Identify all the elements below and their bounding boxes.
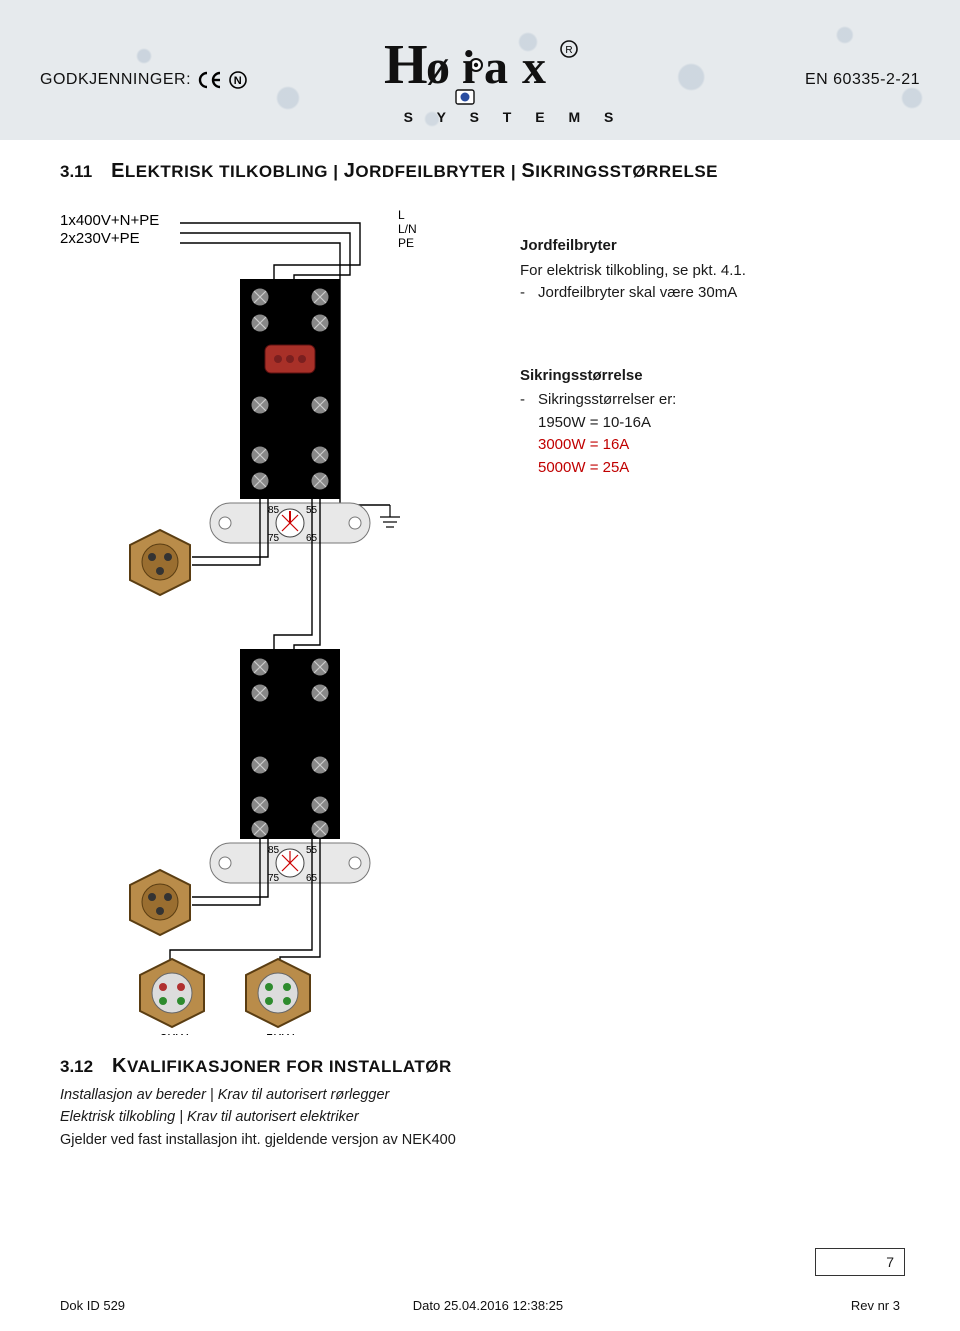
section-312-number: 3.12	[60, 1057, 93, 1076]
ground-icon	[380, 505, 400, 527]
sec312-line1: Elektrisk tilkobling | Krav til autorise…	[60, 1109, 359, 1125]
brand-logo: H ø i a x R S Y S T E M S	[247, 35, 780, 125]
page-number-box: 7	[815, 1248, 905, 1276]
section-312: 3.12 KVALIFIKASJONER FOR INSTALLATØR Ins…	[60, 1035, 900, 1151]
page-footer: Dok ID 529 Dato 25.04.2016 12:38:25 Rev …	[60, 1298, 900, 1313]
svg-text:75: 75	[268, 873, 280, 884]
page-header: GODKJENNINGER: N H ø i	[0, 20, 960, 140]
n-mark-icon: N	[229, 71, 247, 89]
footer-docid: Dok ID 529	[60, 1298, 125, 1313]
page: GODKJENNINGER: N H ø i	[0, 0, 960, 1331]
svg-text:x: x	[522, 41, 546, 94]
dial-plate-lower: 85 55 75 65	[210, 843, 370, 884]
label-5kw: 5KW	[266, 1031, 295, 1035]
connector-5kw	[246, 959, 310, 1027]
section-312-body: Installasjon av bereder | Krav til autor…	[60, 1084, 900, 1151]
svg-text:i: i	[462, 41, 475, 94]
svg-text:85: 85	[268, 505, 280, 516]
svg-text:85: 85	[268, 845, 280, 856]
section-312-heading: 3.12 KVALIFIKASJONER FOR INSTALLATØR	[60, 1055, 900, 1078]
connector-3kw	[140, 959, 204, 1027]
sik-title: Sikringsstørrelse	[520, 365, 900, 388]
sik-row-2: 5000W = 25A	[520, 457, 900, 480]
label-3kw: 3KW	[160, 1031, 189, 1035]
sik-row-1: 3000W = 16A	[520, 434, 900, 457]
lead-L: L	[398, 208, 405, 222]
footer-date: Dato 25.04.2016 12:38:25	[413, 1298, 563, 1313]
sik-intro: -Sikringsstørrelser er:	[520, 389, 900, 412]
module-lower	[240, 649, 340, 839]
heater-hex-lower	[130, 870, 190, 935]
sik-row-0: 1950W = 10-16A	[520, 412, 900, 435]
dial-plate-upper: 85 55 75 65	[210, 503, 370, 544]
wiring-diagram: 1x400V+N+PE 2x230V+PE L L/N PE	[60, 205, 480, 1035]
jfb-line1: For elektrisk tilkobling, se pkt. 4.1.	[520, 260, 900, 283]
section-311-heading: 3.11 ELEKTRISK TILKOBLING | JORDFEILBRYT…	[60, 160, 900, 183]
page-number: 7	[886, 1254, 894, 1270]
jfb-line2: -Jordfeilbryter skal være 30mA	[520, 282, 900, 305]
brand-subtext: S Y S T E M S	[247, 109, 780, 125]
svg-text:H: H	[384, 35, 428, 96]
module-upper	[240, 279, 340, 499]
lead-LN: L/N	[398, 222, 417, 236]
svg-text:N: N	[234, 75, 242, 87]
section-311-number: 3.11	[60, 162, 92, 181]
svg-text:ø: ø	[426, 41, 450, 94]
supply-line-1: 1x400V+N+PE	[60, 212, 159, 229]
svg-text:R: R	[565, 45, 572, 56]
svg-text:a: a	[484, 41, 508, 94]
heater-hex-upper	[130, 530, 190, 595]
approvals-block: GODKJENNINGER: N	[40, 71, 247, 89]
footer-rev: Rev nr 3	[851, 1298, 900, 1313]
content-area: 3.11 ELEKTRISK TILKOBLING | JORDFEILBRYT…	[60, 160, 900, 1151]
ce-mark-icon	[197, 71, 223, 89]
svg-text:75: 75	[268, 533, 280, 544]
sec312-line0: Installasjon av bereder | Krav til autor…	[60, 1087, 389, 1103]
sec312-line2: Gjelder ved fast installasjon iht. gjeld…	[60, 1129, 900, 1151]
lead-PE: PE	[398, 236, 414, 250]
jfb-title: Jordfeilbryter	[520, 235, 900, 258]
approvals-label: GODKJENNINGER:	[40, 71, 191, 89]
standard-ref: EN 60335-2-21	[780, 71, 920, 89]
side-notes: Jordfeilbryter For elektrisk tilkobling,…	[520, 205, 900, 479]
supply-line-2: 2x230V+PE	[60, 230, 140, 247]
